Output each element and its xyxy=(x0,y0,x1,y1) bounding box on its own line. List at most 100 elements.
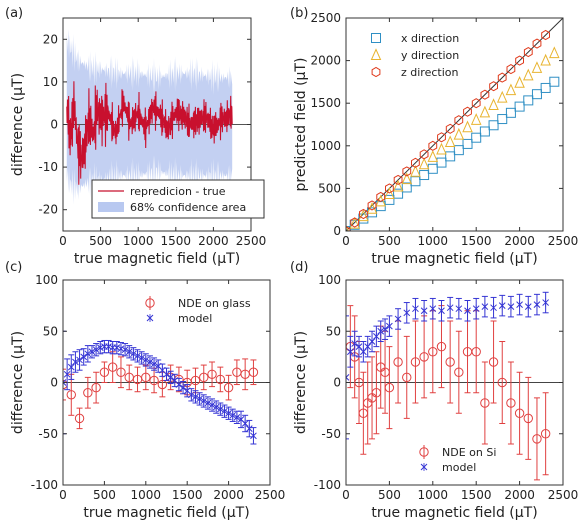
error-bar xyxy=(250,359,257,386)
error-bar xyxy=(403,335,410,419)
legend-marker xyxy=(371,66,381,78)
legend: x direction y direction z direction xyxy=(370,32,459,79)
point-hexagon xyxy=(515,55,524,66)
error-bar xyxy=(525,376,532,460)
error-bar xyxy=(395,320,402,404)
y-tick-label: 0 xyxy=(333,376,341,390)
error-bar xyxy=(109,351,116,383)
x-tick-label: 0 xyxy=(59,234,67,248)
x-tick-label: 1000 xyxy=(131,488,162,502)
error-bar xyxy=(209,361,216,388)
error-bar xyxy=(490,320,497,404)
legend-label: repredicion - true xyxy=(130,185,226,198)
y-tick-label: 1500 xyxy=(310,96,341,110)
point-x xyxy=(250,431,257,440)
error-bar xyxy=(217,366,224,393)
y-tick-label: 100 xyxy=(35,273,58,287)
point-x xyxy=(142,355,150,364)
y-tick-label: 2500 xyxy=(310,11,341,25)
point-x xyxy=(533,300,541,309)
point-x xyxy=(121,345,129,354)
point-x xyxy=(429,304,437,313)
error-bar xyxy=(412,320,419,404)
point-x xyxy=(394,314,402,323)
point-hexagon xyxy=(437,132,446,143)
point-hexagon xyxy=(428,140,438,151)
series-triangle xyxy=(346,46,560,231)
point-x xyxy=(464,306,471,315)
point-x xyxy=(200,396,208,405)
point-circle xyxy=(410,357,421,367)
point-x xyxy=(113,343,121,352)
point-x xyxy=(498,301,506,310)
point-square xyxy=(523,95,534,106)
panel-label: (a) xyxy=(5,6,23,21)
panel-label: (c) xyxy=(5,260,22,275)
point-square xyxy=(453,145,464,156)
point-square xyxy=(497,114,508,125)
point-triangle xyxy=(436,142,447,155)
point-hexagon xyxy=(411,157,420,168)
y-tick-label: 0 xyxy=(50,118,58,132)
point-circle xyxy=(506,398,516,408)
series-circle xyxy=(346,305,551,481)
y-tick-label: 50 xyxy=(326,324,341,338)
point-x xyxy=(76,355,83,364)
legend-box xyxy=(91,179,265,219)
point-triangle xyxy=(392,179,404,192)
point-triangle xyxy=(470,113,482,125)
point-x xyxy=(233,413,241,422)
error-bar xyxy=(346,315,349,440)
point-square xyxy=(531,89,542,100)
point-x xyxy=(355,342,363,351)
x-tick-label: 2000 xyxy=(198,234,229,248)
point-hexagon xyxy=(419,149,429,160)
point-x xyxy=(351,339,359,348)
y-tick-label: 50 xyxy=(43,324,58,338)
legend-label: NDE on glass xyxy=(178,297,251,310)
y-tick-label: 0 xyxy=(50,376,58,390)
point-x xyxy=(138,353,146,362)
point-x xyxy=(72,358,79,366)
y-tick-label: -10 xyxy=(38,160,58,174)
point-x xyxy=(446,303,454,312)
y-tick-label: 0 xyxy=(333,224,341,238)
point-circle xyxy=(480,398,490,408)
legend-label: y direction xyxy=(401,49,459,62)
point-x xyxy=(187,390,195,399)
y-tick-label: -100 xyxy=(314,478,341,492)
point-x xyxy=(373,332,380,341)
point-x xyxy=(92,345,100,354)
point-circle xyxy=(91,382,101,393)
point-square xyxy=(358,213,369,224)
legend-band-sample xyxy=(98,202,124,212)
point-triangle xyxy=(488,98,499,110)
point-triangle xyxy=(453,127,465,140)
identity-line xyxy=(346,18,563,231)
error-bar xyxy=(233,359,240,386)
error-bar xyxy=(447,320,454,404)
error-bar xyxy=(481,361,488,445)
point-square xyxy=(471,132,482,143)
point-x xyxy=(346,347,354,356)
legend-marker xyxy=(370,48,382,60)
error-bar xyxy=(200,364,207,391)
point-x xyxy=(192,392,199,401)
point-triangle xyxy=(358,209,369,222)
point-triangle xyxy=(462,120,473,133)
point-x xyxy=(171,376,179,385)
error-bar xyxy=(68,373,75,416)
point-x xyxy=(101,342,108,351)
x-tick-label: 1000 xyxy=(418,488,449,502)
point-square xyxy=(349,219,360,230)
point-hexagon xyxy=(532,38,542,49)
plot-area xyxy=(63,330,270,445)
point-circle xyxy=(223,382,234,393)
point-x xyxy=(481,302,489,311)
error-bar xyxy=(533,397,540,481)
point-circle xyxy=(402,372,412,383)
point-square xyxy=(401,182,412,193)
point-x xyxy=(63,378,67,387)
point-x xyxy=(167,373,174,382)
point-x xyxy=(146,358,154,366)
